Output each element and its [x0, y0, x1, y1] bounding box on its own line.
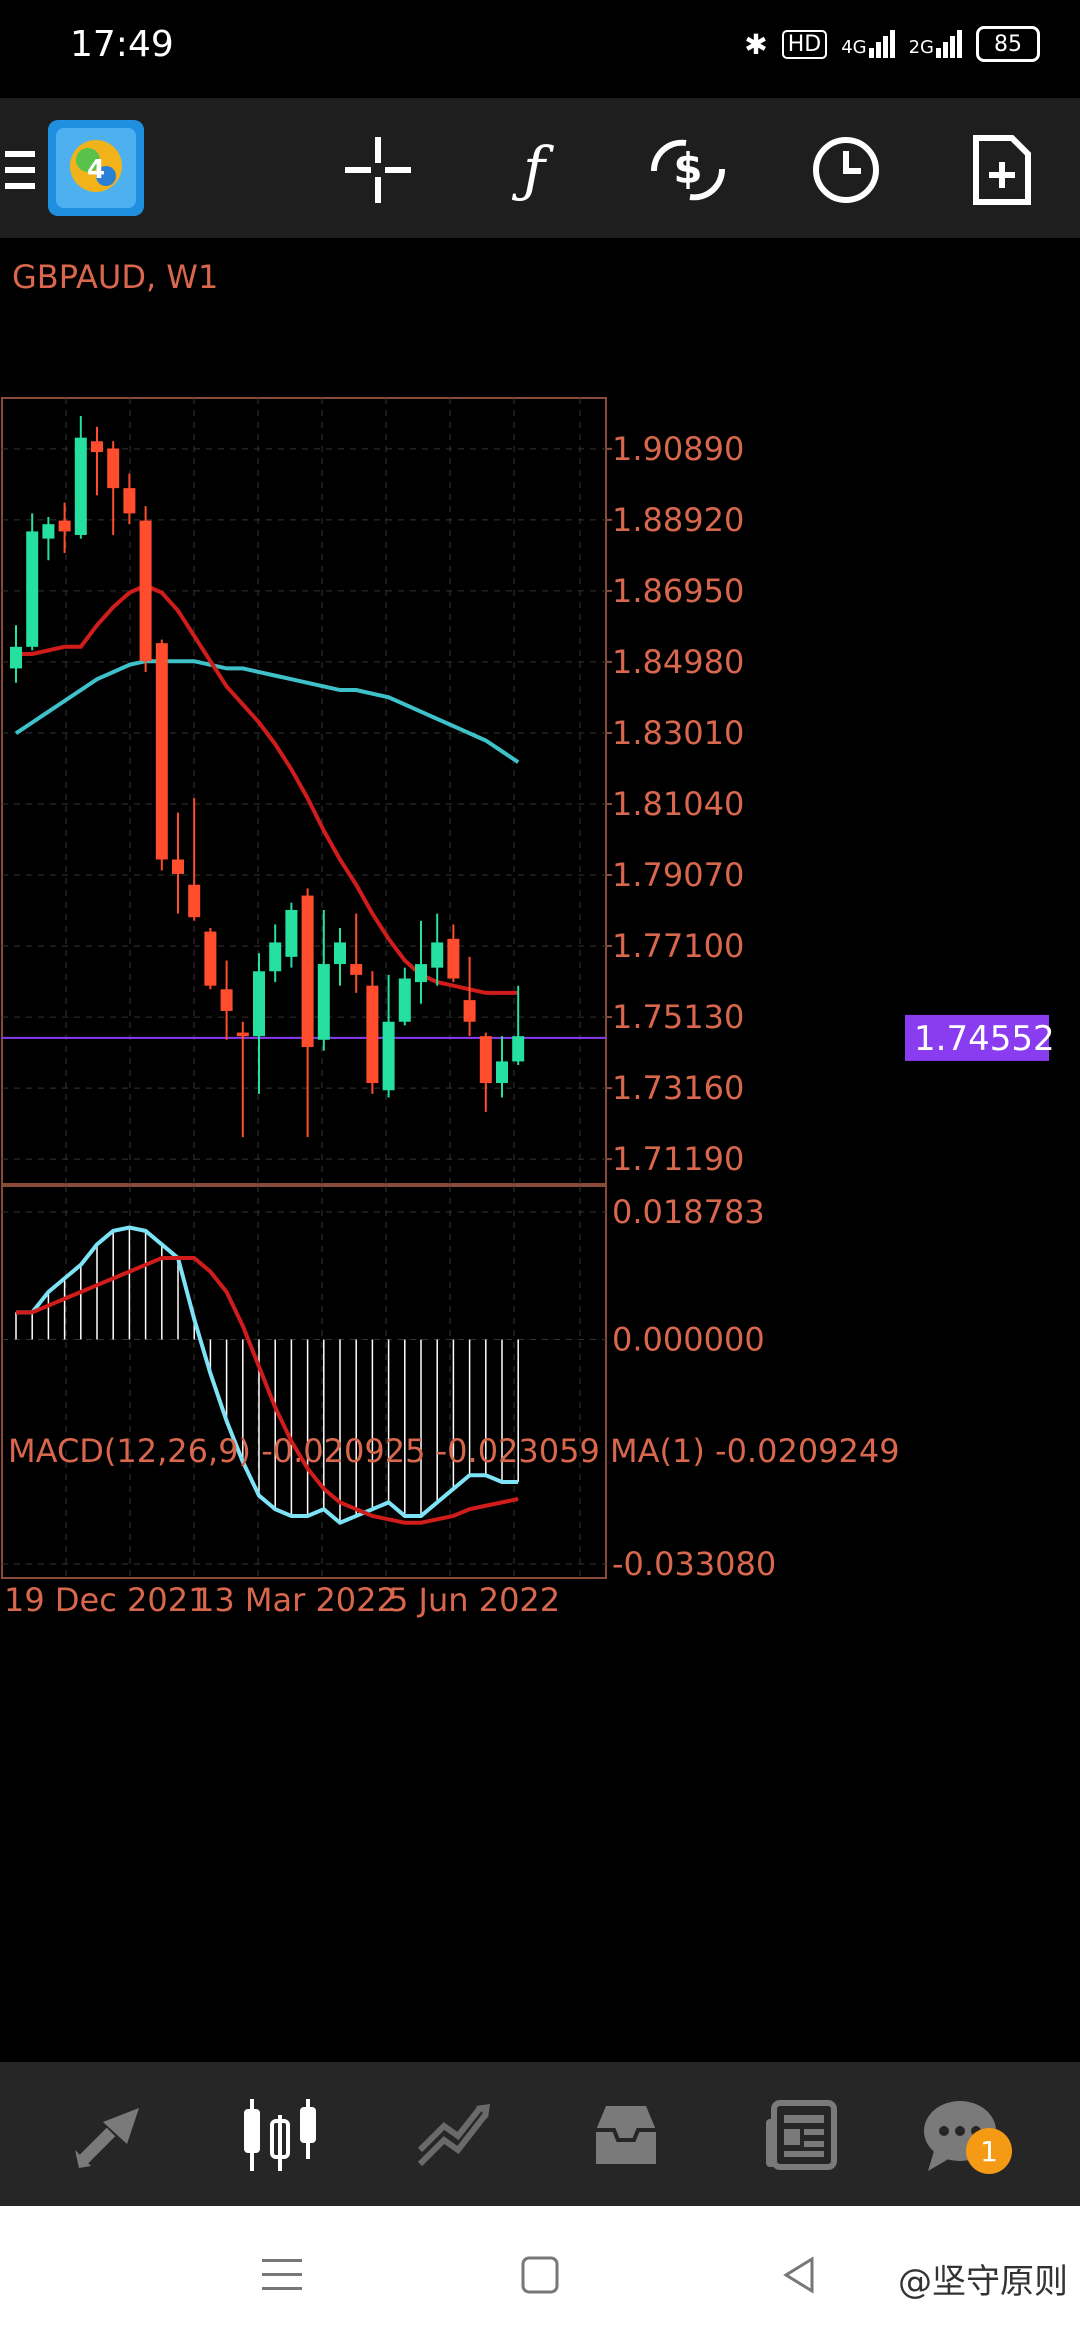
- bluetooth-icon: ✱: [744, 27, 768, 61]
- candle-bull: [285, 909, 298, 957]
- price-tick-label: 1.77100: [612, 927, 744, 965]
- candle-bear: [107, 448, 120, 489]
- candle-bear: [91, 441, 103, 453]
- macd-label: MACD(12,26,9) -0.020925 -0.023059 MA(1) …: [8, 1432, 900, 1470]
- slow-moving-average: [14, 659, 520, 764]
- price-tick-label: 1.71190: [612, 1140, 744, 1178]
- current-price-label: 1.74552: [914, 1019, 1055, 1059]
- toolbar: 4 ƒ $: [0, 98, 1080, 238]
- metatrader-logo[interactable]: 4: [48, 120, 144, 216]
- price-tick-label: 1.81040: [612, 785, 744, 823]
- quotes-icon[interactable]: [60, 2090, 160, 2180]
- candle-bull: [269, 942, 282, 972]
- recent-apps-icon[interactable]: [252, 2250, 312, 2300]
- chat-icon[interactable]: 1: [910, 2090, 1012, 2180]
- clock: 17:49: [70, 24, 174, 65]
- candle-bear: [204, 931, 217, 986]
- bottom-nav: 1: [0, 2062, 1080, 2206]
- signal-4g-icon: 4G: [841, 30, 895, 58]
- chart-area[interactable]: 1.90890 1.88920 1.86950 1.84980 1.83010 1.810…: [0, 238, 1080, 2060]
- price-tick-label: 1.83010: [612, 714, 744, 752]
- candles: [10, 416, 525, 1138]
- candle-bear: [188, 884, 201, 918]
- price-tick-label: 1.84980: [612, 643, 744, 681]
- macd-line: [16, 1225, 519, 1526]
- candle-bull: [415, 964, 427, 983]
- candle-bear: [220, 989, 233, 1011]
- macd-panel-frame: [1, 1185, 607, 1579]
- current-price-box: [905, 1014, 1049, 1061]
- price-tick-label: 1.86950: [612, 572, 744, 610]
- main-panel-frame: [1, 397, 607, 1185]
- new-order-icon[interactable]: [960, 128, 1044, 212]
- period-clock-icon[interactable]: [804, 128, 888, 212]
- home-icon[interactable]: [510, 2250, 570, 2300]
- chart-icon[interactable]: [230, 2090, 330, 2180]
- news-icon[interactable]: [750, 2090, 850, 2180]
- candle-bear: [479, 1036, 492, 1084]
- svg-text:$: $: [673, 144, 702, 193]
- candle-bull: [496, 1061, 508, 1084]
- crosshair-icon[interactable]: [336, 128, 420, 212]
- candle-bear: [172, 859, 184, 874]
- candle-bull: [334, 942, 346, 965]
- moving-averages: [14, 583, 520, 995]
- candle-bull: [42, 524, 55, 539]
- candle-bear: [155, 643, 168, 860]
- candle-bear: [463, 1000, 476, 1022]
- trade-icon[interactable]: $: [646, 128, 730, 212]
- candle-bear: [301, 895, 314, 1047]
- date-label: 13 Mar 2022: [194, 1581, 397, 1619]
- macd-panel: [15, 1225, 519, 1526]
- chart-grid: [1, 397, 612, 1579]
- chart-svg[interactable]: 1.90890 1.88920 1.86950 1.84980 1.83010 1.810…: [0, 238, 1080, 2060]
- candle-bear: [236, 1032, 249, 1037]
- candle-bull: [512, 1036, 525, 1062]
- candle-bear: [139, 520, 152, 662]
- price-tick-label: 1.88920: [612, 501, 744, 539]
- status-bar: 17:49 ✱ HD 4G 2G 85: [0, 0, 1080, 98]
- menu-icon[interactable]: [0, 128, 40, 212]
- system-navigation-bar: @坚守原则: [0, 2206, 1080, 2340]
- battery-indicator: 85: [976, 26, 1040, 62]
- chat-notification-badge: 1: [966, 2128, 1012, 2174]
- hd-badge: HD: [781, 29, 828, 59]
- date-label: 5 Jun 2022: [388, 1581, 560, 1619]
- price-tick-label: 1.75130: [612, 998, 744, 1036]
- candle-bull: [26, 531, 39, 647]
- price-tick-label: 1.90890: [612, 430, 744, 468]
- back-icon[interactable]: [770, 2250, 830, 2300]
- macd-tick-label: 0.018783: [612, 1193, 765, 1231]
- history-icon[interactable]: [576, 2090, 676, 2180]
- trade-icon[interactable]: [404, 2090, 504, 2180]
- candle-bear: [123, 488, 136, 514]
- indicators-icon[interactable]: ƒ: [522, 135, 546, 205]
- macd-tick-label: 0.000000: [612, 1320, 765, 1358]
- candle-bear: [366, 985, 379, 1084]
- candle-bull: [382, 1021, 395, 1091]
- candle-bull: [398, 978, 411, 1022]
- candle-bear: [350, 964, 363, 975]
- date-label: 19 Dec 2021: [4, 1581, 208, 1619]
- axis-labels: 1.90890 1.88920 1.86950 1.84980 1.83010 1.810…: [4, 430, 776, 1619]
- current-price-marker: 1.74552: [905, 1014, 1055, 1061]
- macd-tick-label: -0.033080: [612, 1545, 776, 1583]
- price-tick-label: 1.79070: [612, 856, 744, 894]
- svg-text:4: 4: [87, 155, 105, 185]
- candle-bull: [317, 964, 330, 1040]
- candle-bull: [431, 942, 444, 968]
- candle-bear: [58, 520, 71, 532]
- signal-2g-icon: 2G: [909, 30, 962, 58]
- watermark-text: @坚守原则: [898, 2262, 1068, 2302]
- candle-bull: [74, 437, 87, 536]
- macd-signal-line: [16, 1256, 519, 1525]
- system-icons: ✱ HD 4G 2G 85: [744, 26, 1040, 62]
- candle-bull: [253, 971, 265, 1037]
- candle-bear: [447, 938, 460, 979]
- chart-title: GBPAUD, W1: [12, 258, 218, 296]
- candle-bull: [10, 646, 22, 669]
- price-tick-label: 1.73160: [612, 1069, 744, 1107]
- fast-moving-average: [16, 583, 519, 995]
